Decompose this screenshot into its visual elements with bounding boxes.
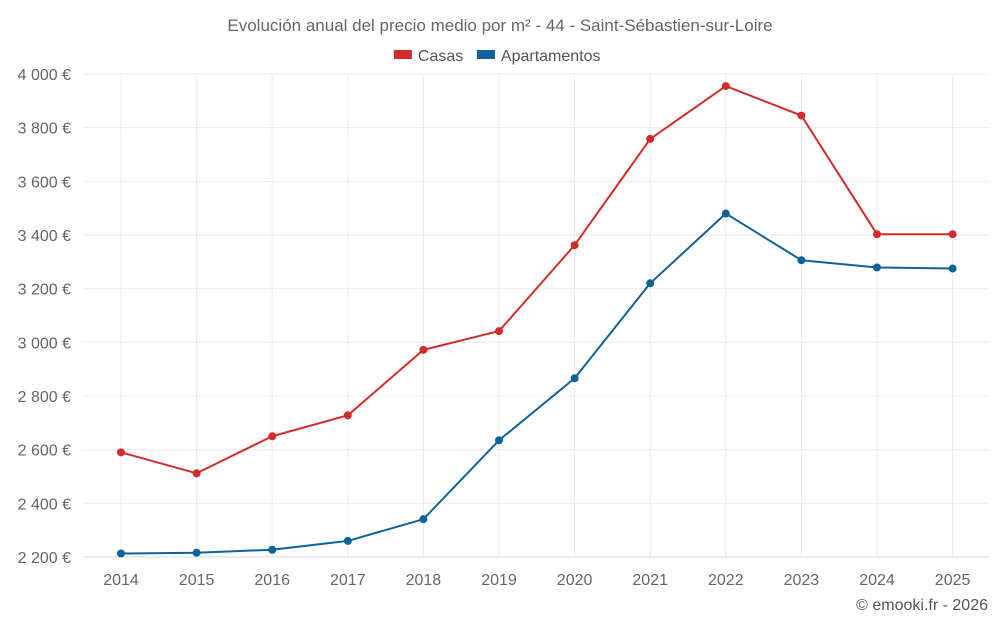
legend: Casas Apartamentos (393, 48, 601, 65)
data-point-apartamentos[interactable] (192, 548, 201, 557)
data-point-apartamentos[interactable] (495, 436, 503, 445)
data-point-casas[interactable] (797, 111, 806, 120)
y-tick-label: 3 800 € (18, 121, 71, 138)
data-point-casas[interactable] (646, 134, 655, 143)
x-tick-label: 2019 (481, 572, 517, 589)
x-tick-label: 2021 (632, 572, 668, 589)
legend-swatch (393, 50, 412, 59)
series-line-casas (120, 85, 953, 475)
y-tick-label: 2 600 € (18, 443, 71, 460)
y-tick-label: 2 800 € (18, 389, 71, 406)
x-tick-label: 2015 (179, 572, 215, 589)
data-point-apartamentos[interactable] (948, 264, 957, 273)
data-point-apartamentos[interactable] (646, 279, 655, 288)
data-point-apartamentos[interactable] (419, 515, 428, 524)
data-point-apartamentos[interactable] (797, 256, 806, 265)
data-point-casas[interactable] (570, 241, 579, 250)
series-group (117, 82, 957, 558)
x-tick-label: 2016 (254, 572, 290, 589)
data-point-casas[interactable] (343, 411, 352, 420)
legend-label: Casas (418, 48, 463, 65)
x-tick-label: 2014 (103, 572, 139, 589)
data-point-apartamentos[interactable] (117, 549, 125, 558)
series-line-apartamentos (120, 212, 953, 555)
y-tick-label: 2 200 € (18, 550, 71, 567)
data-point-casas[interactable] (419, 345, 428, 354)
y-tick-label: 2 400 € (18, 496, 71, 513)
chart-title: Evolución anual del precio medio por m² … (227, 16, 772, 35)
series-casas (117, 82, 957, 478)
x-axis: 2014 2015 2016 2017 2018 2019 2020 2021 2022 2023… (103, 572, 970, 589)
data-point-apartamentos[interactable] (721, 209, 730, 218)
data-point-casas[interactable] (117, 448, 125, 457)
x-tick-label: 2024 (859, 572, 895, 589)
x-tick-label: 2018 (406, 572, 442, 589)
data-point-casas[interactable] (873, 230, 881, 239)
legend-swatch (476, 50, 495, 59)
y-tick-label: 3 200 € (18, 282, 71, 299)
legend-item-apartamentos[interactable]: Apartamentos (476, 48, 601, 65)
y-tick-label: 3 600 € (18, 174, 71, 191)
data-point-casas[interactable] (192, 469, 201, 478)
x-tick-label: 2023 (784, 572, 820, 589)
credit-text: © emooki.fr - 2026 (856, 597, 988, 614)
data-point-apartamentos[interactable] (343, 536, 352, 545)
data-point-casas[interactable] (268, 432, 277, 441)
x-tick-label: 2017 (330, 572, 366, 589)
data-point-apartamentos[interactable] (570, 374, 579, 383)
data-point-casas[interactable] (721, 82, 730, 91)
y-axis: 2 200 € 2 400 € 2 600 € 2 800 € 3 000 € 3 200… (18, 67, 71, 567)
data-point-apartamentos[interactable] (873, 263, 881, 272)
x-tick-label: 2020 (557, 572, 593, 589)
y-tick-label: 3 400 € (18, 228, 71, 245)
x-tick-label: 2022 (708, 572, 744, 589)
data-point-casas[interactable] (495, 327, 503, 336)
x-tick-label: 2025 (935, 572, 971, 589)
legend-label: Apartamentos (501, 48, 601, 65)
series-apartamentos (117, 209, 957, 558)
y-tick-label: 3 000 € (18, 335, 71, 352)
data-point-casas[interactable] (948, 230, 957, 239)
data-point-apartamentos[interactable] (268, 545, 277, 554)
legend-item-casas[interactable]: Casas (393, 48, 463, 65)
y-tick-label: 4 000 € (18, 67, 71, 84)
grid (83, 73, 990, 558)
